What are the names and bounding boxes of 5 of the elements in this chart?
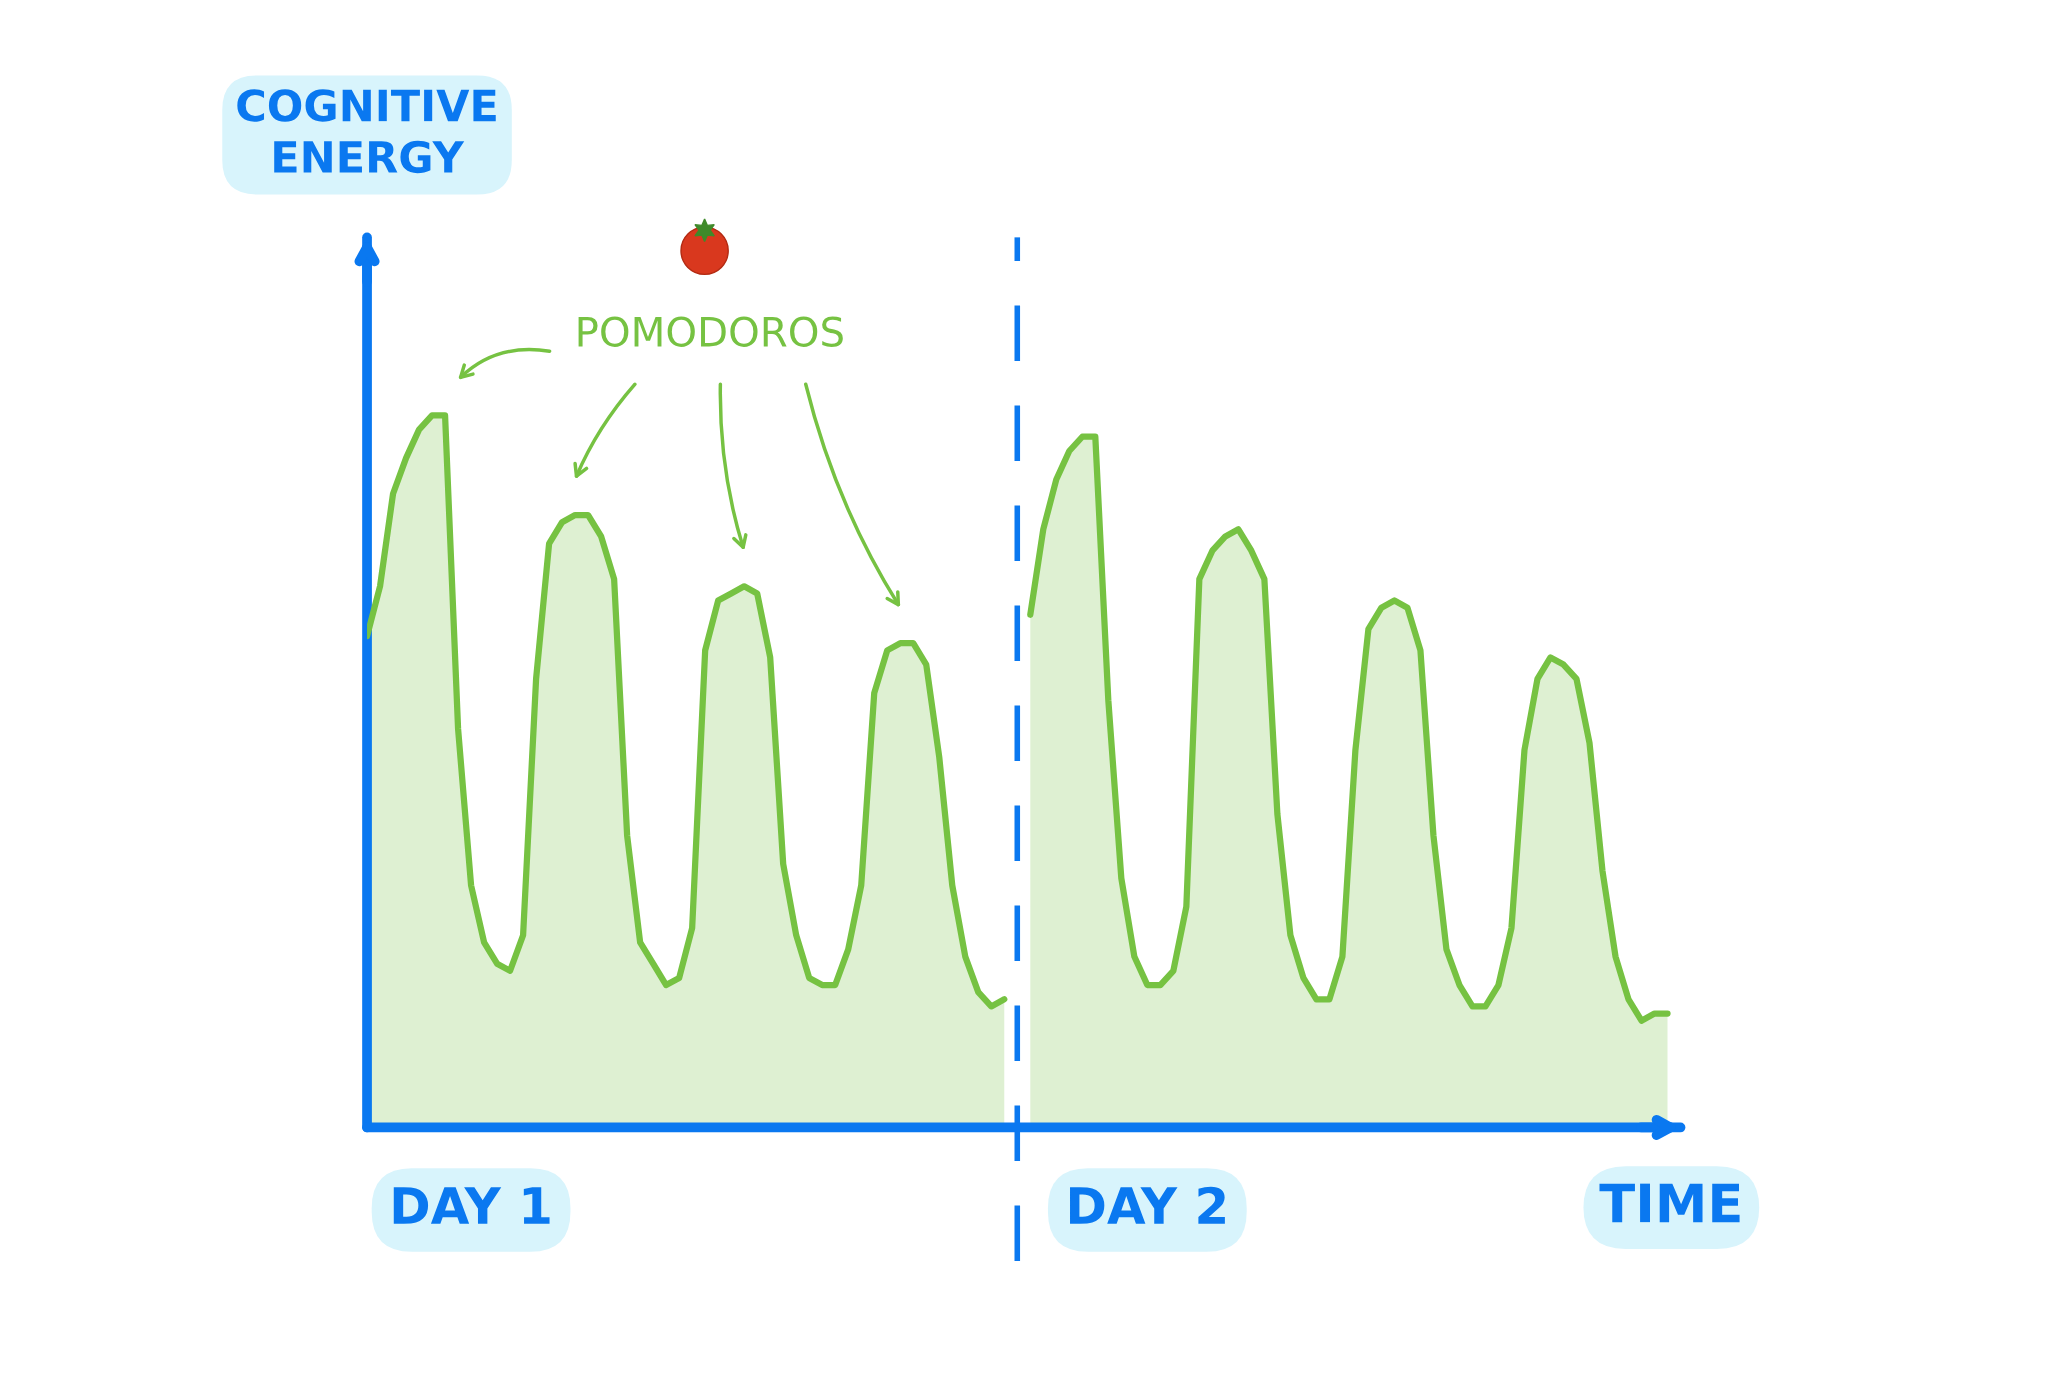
x-axis-title: TIME	[1599, 1183, 1740, 1223]
x-tick-label: DAY 1	[393, 1187, 550, 1224]
text: COGNITIVE ENERGY	[237, 89, 496, 174]
text: POMODOROS	[578, 316, 843, 347]
x-tick-label: DAY 2	[1070, 1186, 1225, 1224]
